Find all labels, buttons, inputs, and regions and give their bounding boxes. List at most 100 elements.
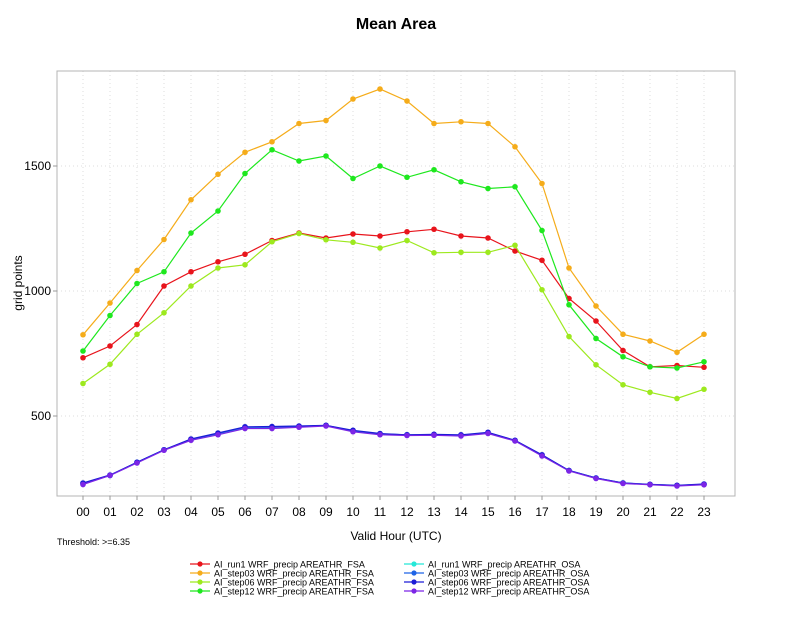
legend-marker xyxy=(197,579,203,585)
legend-item: AI_step12 WRF_precip AREATHR_OSA xyxy=(404,587,589,597)
legend: AI_run1 WRF_precip AREATHR_FSAAI_step03 … xyxy=(190,560,589,597)
data-point xyxy=(134,280,140,287)
data-point xyxy=(647,481,653,488)
series-7 xyxy=(80,422,707,489)
data-point xyxy=(539,286,545,293)
legend-label: AI_step12 WRF_precip AREATHR_FSA xyxy=(214,587,374,597)
data-point xyxy=(188,196,194,203)
data-point xyxy=(107,361,113,368)
x-tick-label: 05 xyxy=(211,505,225,519)
series-layer xyxy=(80,86,707,489)
data-point xyxy=(404,174,410,181)
data-point xyxy=(377,233,383,239)
series-line xyxy=(82,425,705,487)
data-point xyxy=(296,230,302,237)
data-point xyxy=(350,96,356,102)
data-point xyxy=(80,354,86,361)
x-axis-label: Valid Hour (UTC) xyxy=(350,529,441,543)
data-point xyxy=(188,268,194,275)
legend-marker xyxy=(197,588,203,594)
axis-layer: 00 01 02 03 04 05 06 07 08 09 10 11 12 13 14 15 16 17 18 19… xyxy=(24,159,711,519)
x-tick-label: 23 xyxy=(697,505,711,519)
x-tick-label: 20 xyxy=(616,505,630,519)
series-6 xyxy=(80,422,707,489)
data-point xyxy=(458,118,464,125)
data-point xyxy=(107,472,113,479)
data-point xyxy=(404,432,410,439)
data-point xyxy=(80,380,86,387)
legend-label: AI_step03 WRF_precip AREATHR_FSA xyxy=(214,569,374,579)
legend-item: AI_run1 WRF_precip AREATHR_FSA xyxy=(190,560,365,570)
data-point xyxy=(134,321,140,328)
grid-layer xyxy=(57,71,735,496)
series-line xyxy=(82,232,705,400)
data-point xyxy=(539,453,545,459)
data-point xyxy=(350,239,356,246)
data-point xyxy=(161,447,167,454)
data-point xyxy=(269,238,275,245)
legend-item: AI_step12 WRF_precip AREATHR_FSA xyxy=(190,587,374,597)
series-line xyxy=(82,424,705,486)
x-tick-label: 08 xyxy=(292,505,306,519)
data-point xyxy=(566,301,572,308)
legend-label: AI_step06 WRF_precip AREATHR_FSA xyxy=(214,578,374,588)
data-point xyxy=(377,163,383,169)
data-point xyxy=(458,178,464,185)
data-point xyxy=(620,347,626,354)
data-point xyxy=(566,265,572,271)
data-point xyxy=(350,175,356,182)
chart-title: Mean Area xyxy=(356,16,436,33)
data-point xyxy=(80,481,86,488)
series-3 xyxy=(80,230,707,402)
data-point xyxy=(296,120,302,127)
x-tick-label: 22 xyxy=(670,505,684,519)
series-1 xyxy=(80,226,707,371)
data-point xyxy=(701,481,707,488)
y-axis-label: grid points xyxy=(11,255,25,310)
data-point xyxy=(323,423,329,429)
data-point xyxy=(350,231,356,237)
data-point xyxy=(269,138,275,145)
series-4 xyxy=(80,146,707,371)
legend-label: AI_step12 WRF_precip AREATHR_OSA xyxy=(428,587,589,597)
legend-marker xyxy=(411,579,417,585)
series-2 xyxy=(80,86,707,356)
data-point xyxy=(701,358,707,365)
legend-item: AI_step03 WRF_precip AREATHR_FSA xyxy=(190,569,374,579)
data-point xyxy=(674,365,680,371)
legend-label: AI_step03 WRF_precip AREATHR_OSA xyxy=(428,569,589,579)
data-point xyxy=(161,268,167,275)
x-tick-label: 10 xyxy=(346,505,360,519)
data-point xyxy=(674,395,680,402)
data-point xyxy=(242,261,248,268)
data-point xyxy=(701,331,707,338)
data-point xyxy=(620,381,626,388)
data-point xyxy=(242,251,248,258)
data-point xyxy=(593,361,599,368)
data-point xyxy=(593,475,599,482)
data-point xyxy=(80,331,86,338)
data-point xyxy=(647,389,653,396)
data-point xyxy=(485,235,491,241)
data-point xyxy=(242,170,248,177)
x-tick-label: 15 xyxy=(481,505,495,519)
legend-item: AI_step06 WRF_precip AREATHR_FSA xyxy=(190,578,374,588)
data-point xyxy=(242,425,248,432)
data-point xyxy=(458,249,464,256)
data-point xyxy=(593,318,599,324)
data-point xyxy=(620,331,626,338)
x-tick-label: 07 xyxy=(265,505,279,519)
legend-marker xyxy=(197,570,203,576)
data-point xyxy=(431,166,437,173)
data-point xyxy=(647,338,653,344)
data-point xyxy=(188,283,194,289)
x-tick-label: 04 xyxy=(184,505,198,519)
data-point xyxy=(323,153,329,159)
x-tick-label: 19 xyxy=(589,505,603,519)
data-point xyxy=(620,480,626,487)
data-point xyxy=(269,146,275,153)
x-tick-label: 12 xyxy=(400,505,414,519)
x-tick-label: 01 xyxy=(103,505,117,519)
data-point xyxy=(377,86,383,92)
